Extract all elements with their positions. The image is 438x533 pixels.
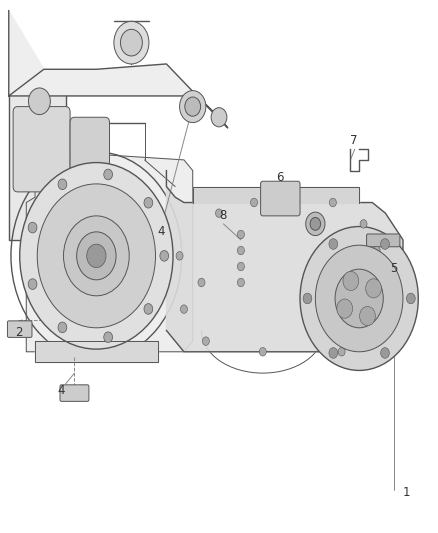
Circle shape [329,198,336,207]
Text: 6: 6 [276,171,283,184]
FancyBboxPatch shape [367,234,400,247]
Circle shape [300,227,418,370]
Circle shape [180,305,187,313]
Circle shape [202,337,209,345]
Text: 1: 1 [403,486,410,499]
Polygon shape [9,96,66,240]
Circle shape [360,220,367,228]
Polygon shape [193,187,359,203]
Circle shape [338,348,345,356]
FancyBboxPatch shape [70,117,110,176]
Circle shape [303,293,312,304]
Circle shape [337,299,353,318]
Circle shape [329,239,338,249]
Circle shape [259,348,266,356]
Circle shape [104,332,113,343]
Circle shape [185,97,201,116]
Circle shape [329,348,338,358]
Circle shape [378,300,385,308]
Circle shape [369,332,376,340]
Circle shape [343,271,359,290]
Circle shape [237,246,244,255]
Circle shape [87,244,106,268]
Circle shape [198,278,205,287]
Circle shape [360,306,375,326]
Circle shape [251,198,258,207]
Circle shape [64,216,129,296]
Circle shape [373,246,380,255]
Circle shape [20,163,173,349]
Circle shape [306,212,325,236]
Circle shape [381,239,389,249]
Circle shape [114,21,149,64]
Polygon shape [18,149,193,352]
FancyBboxPatch shape [13,107,70,192]
Circle shape [335,269,383,328]
Circle shape [381,348,389,358]
Text: 4: 4 [57,384,64,398]
Polygon shape [35,341,158,362]
Circle shape [28,222,37,233]
Circle shape [406,293,415,304]
Text: 8: 8 [219,208,226,222]
Circle shape [77,232,116,280]
Circle shape [58,179,67,190]
FancyBboxPatch shape [7,321,32,337]
Circle shape [144,304,153,314]
Circle shape [144,197,153,208]
Text: 4: 4 [158,224,165,238]
FancyBboxPatch shape [261,181,300,216]
Polygon shape [166,171,403,352]
Circle shape [104,169,113,180]
FancyBboxPatch shape [60,385,89,401]
Polygon shape [9,11,228,128]
Circle shape [180,91,206,123]
Circle shape [37,184,155,328]
Text: 5: 5 [390,262,397,275]
Circle shape [160,251,169,261]
Circle shape [28,88,50,115]
Text: 7: 7 [350,134,358,147]
Circle shape [28,279,37,289]
Circle shape [310,217,321,230]
Text: 2: 2 [15,326,23,339]
Circle shape [120,29,142,56]
Circle shape [58,322,67,333]
Circle shape [211,108,227,127]
Circle shape [237,230,244,239]
Circle shape [237,262,244,271]
Circle shape [366,279,381,298]
Circle shape [237,278,244,287]
Circle shape [215,209,223,217]
Circle shape [315,245,403,352]
Circle shape [176,252,183,260]
